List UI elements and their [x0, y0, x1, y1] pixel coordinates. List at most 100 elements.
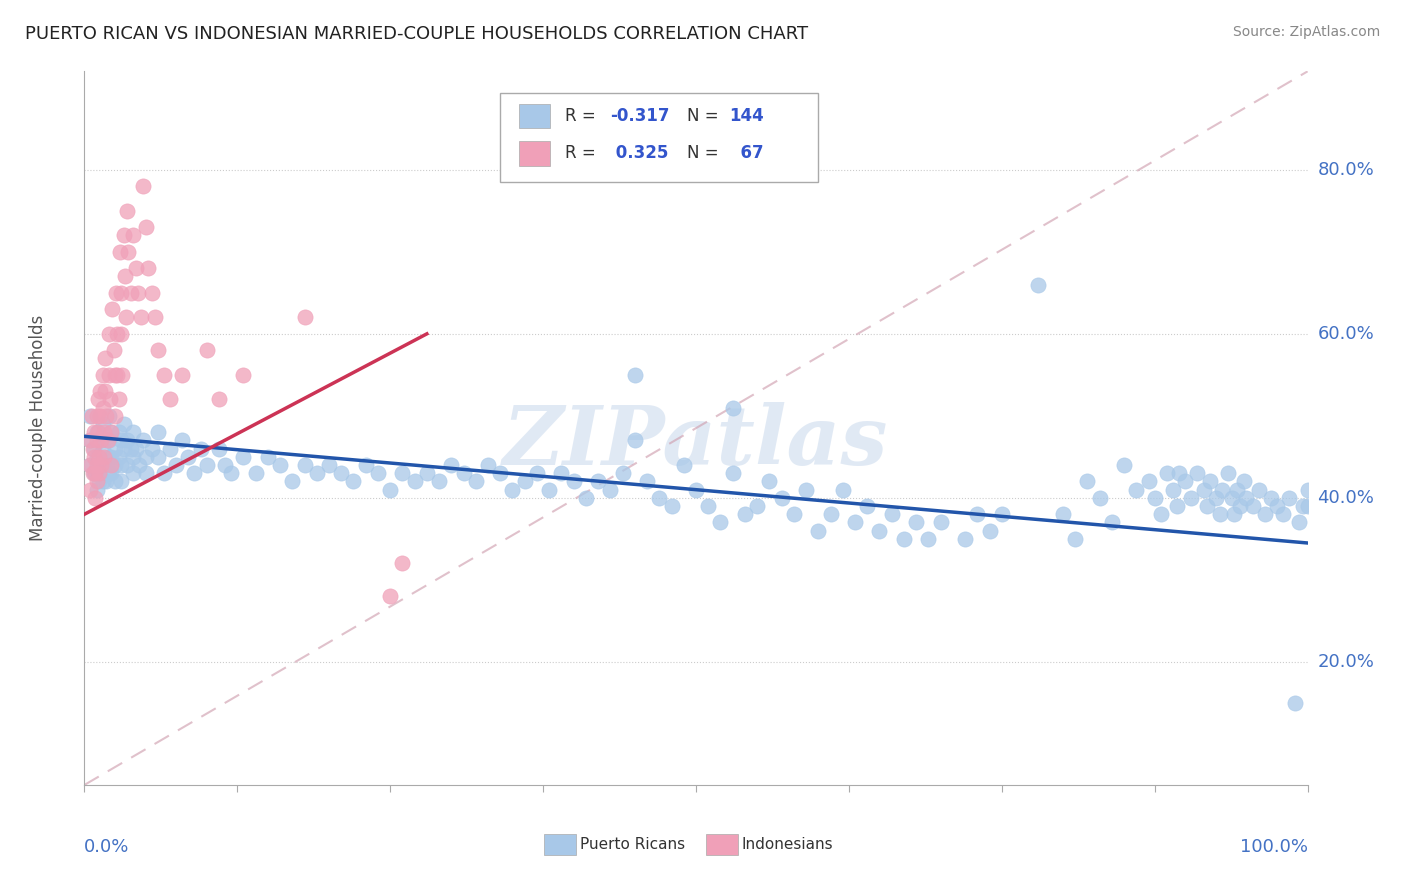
Point [734, 508, 756, 522]
Point [1236, 491, 1258, 505]
Point [1101, 516, 1123, 530]
Text: 144: 144 [728, 107, 763, 125]
Point [159, 442, 181, 456]
Point [624, 368, 647, 382]
Point [1292, 499, 1315, 513]
Text: 100.0%: 100.0% [1240, 838, 1308, 856]
Point [91, 417, 114, 431]
Point [1180, 491, 1202, 505]
Point [183, 467, 205, 481]
Point [98, 392, 121, 407]
Point [1168, 467, 1191, 481]
Text: 80.0%: 80.0% [1317, 161, 1374, 178]
Point [153, 467, 176, 481]
Point [117, 244, 139, 259]
Point [136, 261, 159, 276]
Point [1064, 532, 1087, 546]
Point [87, 450, 110, 464]
Point [146, 343, 169, 358]
Point [1187, 467, 1209, 481]
Point [90, 458, 112, 472]
Point [87, 434, 110, 448]
Point [1174, 475, 1197, 489]
Text: 0.325: 0.325 [610, 145, 669, 162]
Point [122, 425, 145, 440]
Point [172, 434, 194, 448]
Point [1208, 508, 1230, 522]
Point [107, 392, 129, 407]
Point [869, 524, 891, 538]
Point [96, 475, 118, 489]
Point [79, 458, 101, 472]
Point [114, 269, 136, 284]
Point [159, 392, 181, 407]
Point [1150, 508, 1173, 522]
Point [79, 434, 101, 448]
Point [1198, 475, 1220, 489]
Point [87, 458, 110, 472]
Point [86, 483, 108, 497]
Point [502, 483, 524, 497]
Point [391, 557, 413, 571]
Point [83, 450, 105, 464]
Point [294, 310, 316, 325]
Point [91, 368, 114, 382]
Point [87, 392, 110, 407]
Point [79, 434, 101, 448]
Point [1114, 458, 1136, 472]
Text: 60.0%: 60.0% [1317, 325, 1374, 343]
Point [599, 483, 621, 497]
Point [86, 425, 108, 440]
Point [103, 343, 125, 358]
Point [104, 368, 127, 382]
Point [107, 450, 129, 464]
Point [636, 475, 658, 489]
Point [586, 475, 609, 489]
Text: 20.0%: 20.0% [1317, 653, 1374, 671]
Point [648, 491, 671, 505]
Point [721, 467, 744, 481]
Point [214, 458, 236, 472]
Point [305, 467, 328, 481]
Point [122, 450, 145, 464]
Point [245, 467, 267, 481]
Point [1137, 475, 1160, 489]
Point [195, 343, 218, 358]
Point [107, 425, 129, 440]
Point [125, 261, 148, 276]
Point [105, 326, 128, 341]
Text: Source: ZipAtlas.com: Source: ZipAtlas.com [1233, 25, 1381, 39]
Point [917, 532, 939, 546]
Text: N =: N = [688, 107, 724, 125]
Text: -0.317: -0.317 [610, 107, 669, 125]
Point [86, 458, 108, 472]
Point [538, 483, 561, 497]
Point [1156, 467, 1178, 481]
Point [208, 442, 231, 456]
Point [86, 434, 108, 448]
Point [807, 524, 830, 538]
Point [513, 475, 536, 489]
Point [112, 228, 135, 243]
Point [153, 368, 176, 382]
Point [1197, 499, 1219, 513]
Text: 40.0%: 40.0% [1317, 489, 1374, 507]
Point [146, 450, 169, 464]
FancyBboxPatch shape [519, 141, 550, 166]
Point [770, 491, 793, 505]
Point [96, 409, 118, 423]
Point [404, 475, 426, 489]
Point [685, 483, 707, 497]
Point [1288, 516, 1310, 530]
Point [929, 516, 952, 530]
Point [1260, 491, 1282, 505]
Point [747, 499, 769, 513]
Point [1223, 508, 1246, 522]
Point [93, 425, 115, 440]
Point [562, 475, 585, 489]
Point [141, 442, 163, 456]
Point [831, 483, 853, 497]
Point [86, 450, 108, 464]
Point [125, 442, 148, 456]
Point [177, 450, 200, 464]
